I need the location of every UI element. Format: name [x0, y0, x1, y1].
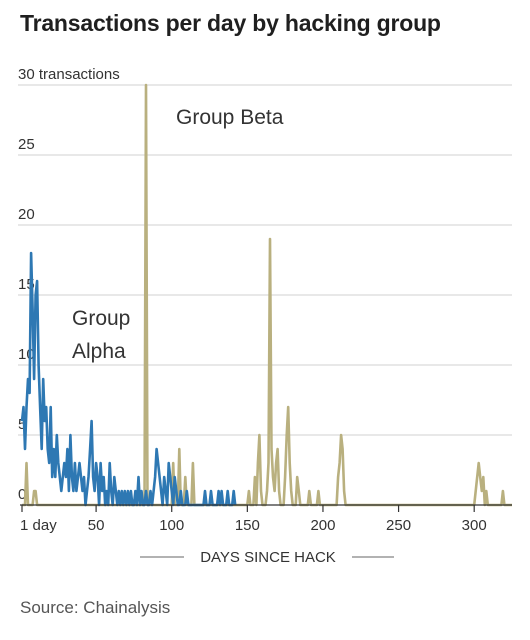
x-tick-label: 200 [310, 517, 335, 534]
series-label: Alpha [72, 340, 126, 363]
y-tick-label: 30 transactions [18, 66, 120, 83]
source-note: Source: Chainalysis [20, 598, 171, 617]
y-tick-label: 0 [18, 486, 26, 503]
x-axis-title-group: DAYS SINCE HACK [140, 549, 394, 566]
x-tick-label: 100 [159, 517, 184, 534]
x-axis-ticks [21, 505, 475, 512]
y-tick-label: 5 [18, 416, 26, 433]
series-label: Group Beta [176, 106, 284, 129]
series-labels: Group Beta Group Alpha [72, 106, 284, 363]
gridlines [18, 84, 512, 436]
x-axis-tick-labels: 1 day 50 100 150 200 250 300 [20, 517, 487, 534]
x-tick-label: 50 [88, 517, 105, 534]
y-tick-label: 20 [18, 206, 35, 223]
chart-title: Transactions per day by hacking group [20, 10, 441, 36]
series-line-group-alpha [20, 251, 237, 507]
y-tick-label: 25 [18, 136, 35, 153]
x-axis-title: DAYS SINCE HACK [200, 549, 336, 566]
x-tick-label: 150 [235, 517, 260, 534]
series-label: Group [72, 307, 130, 330]
x-tick-label: 300 [462, 517, 487, 534]
x-tick-label: 250 [386, 517, 411, 534]
x-tick-label: 1 day [20, 517, 57, 534]
